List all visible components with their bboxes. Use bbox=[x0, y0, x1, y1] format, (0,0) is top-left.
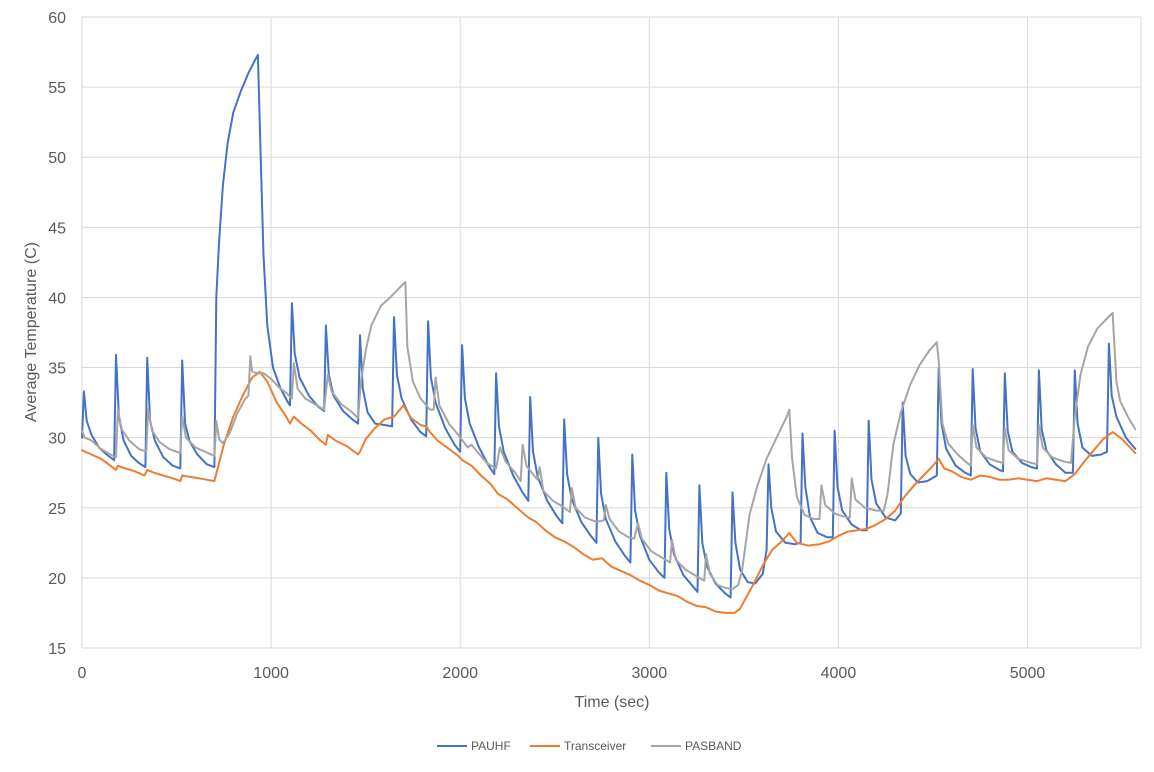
y-tick-label-2: 25 bbox=[48, 501, 66, 518]
series-lines bbox=[81, 53, 1137, 614]
y-axis-title: Average Temperature (C) bbox=[23, 242, 40, 422]
x-tick-label-2: 2000 bbox=[442, 665, 478, 682]
y-tick-label-4: 35 bbox=[48, 361, 66, 378]
y-tick-label-0: 15 bbox=[48, 641, 66, 658]
gridlines bbox=[81, 16, 1142, 649]
legend-item-pasband: PASBAND bbox=[651, 739, 742, 753]
y-tick-label-9: 60 bbox=[48, 10, 66, 27]
y-tick-label-1: 20 bbox=[48, 571, 66, 588]
x-tick-label-3: 3000 bbox=[632, 665, 668, 682]
y-tick-label-6: 45 bbox=[48, 220, 66, 237]
x-tick-label-4: 4000 bbox=[821, 665, 857, 682]
y-axis-ticks: 15 20 25 30 35 40 45 50 55 60 bbox=[48, 10, 66, 658]
legend-item-pauhf: PAUHF bbox=[437, 739, 511, 753]
x-axis-title: Time (sec) bbox=[575, 694, 650, 711]
legend: PAUHF Transceiver PASBAND bbox=[437, 739, 742, 753]
y-tick-label-8: 55 bbox=[48, 80, 66, 97]
x-tick-label-0: 0 bbox=[78, 665, 87, 682]
series-line-pauhf bbox=[81, 53, 1137, 599]
y-tick-label-5: 40 bbox=[48, 290, 66, 307]
y-tick-label-3: 30 bbox=[48, 431, 66, 448]
x-tick-label-1: 1000 bbox=[253, 665, 289, 682]
series-line-pasband bbox=[81, 281, 1137, 591]
legend-label-pasband: PASBAND bbox=[685, 739, 742, 753]
legend-label-transceiver: Transceiver bbox=[564, 739, 626, 753]
legend-item-transceiver: Transceiver bbox=[530, 739, 626, 753]
series-line-transceiver bbox=[81, 370, 1137, 614]
legend-label-pauhf: PAUHF bbox=[471, 739, 511, 753]
x-tick-label-5: 5000 bbox=[1010, 665, 1046, 682]
x-axis-ticks: 0 1000 2000 3000 4000 5000 bbox=[78, 665, 1046, 682]
y-tick-label-7: 50 bbox=[48, 150, 66, 167]
